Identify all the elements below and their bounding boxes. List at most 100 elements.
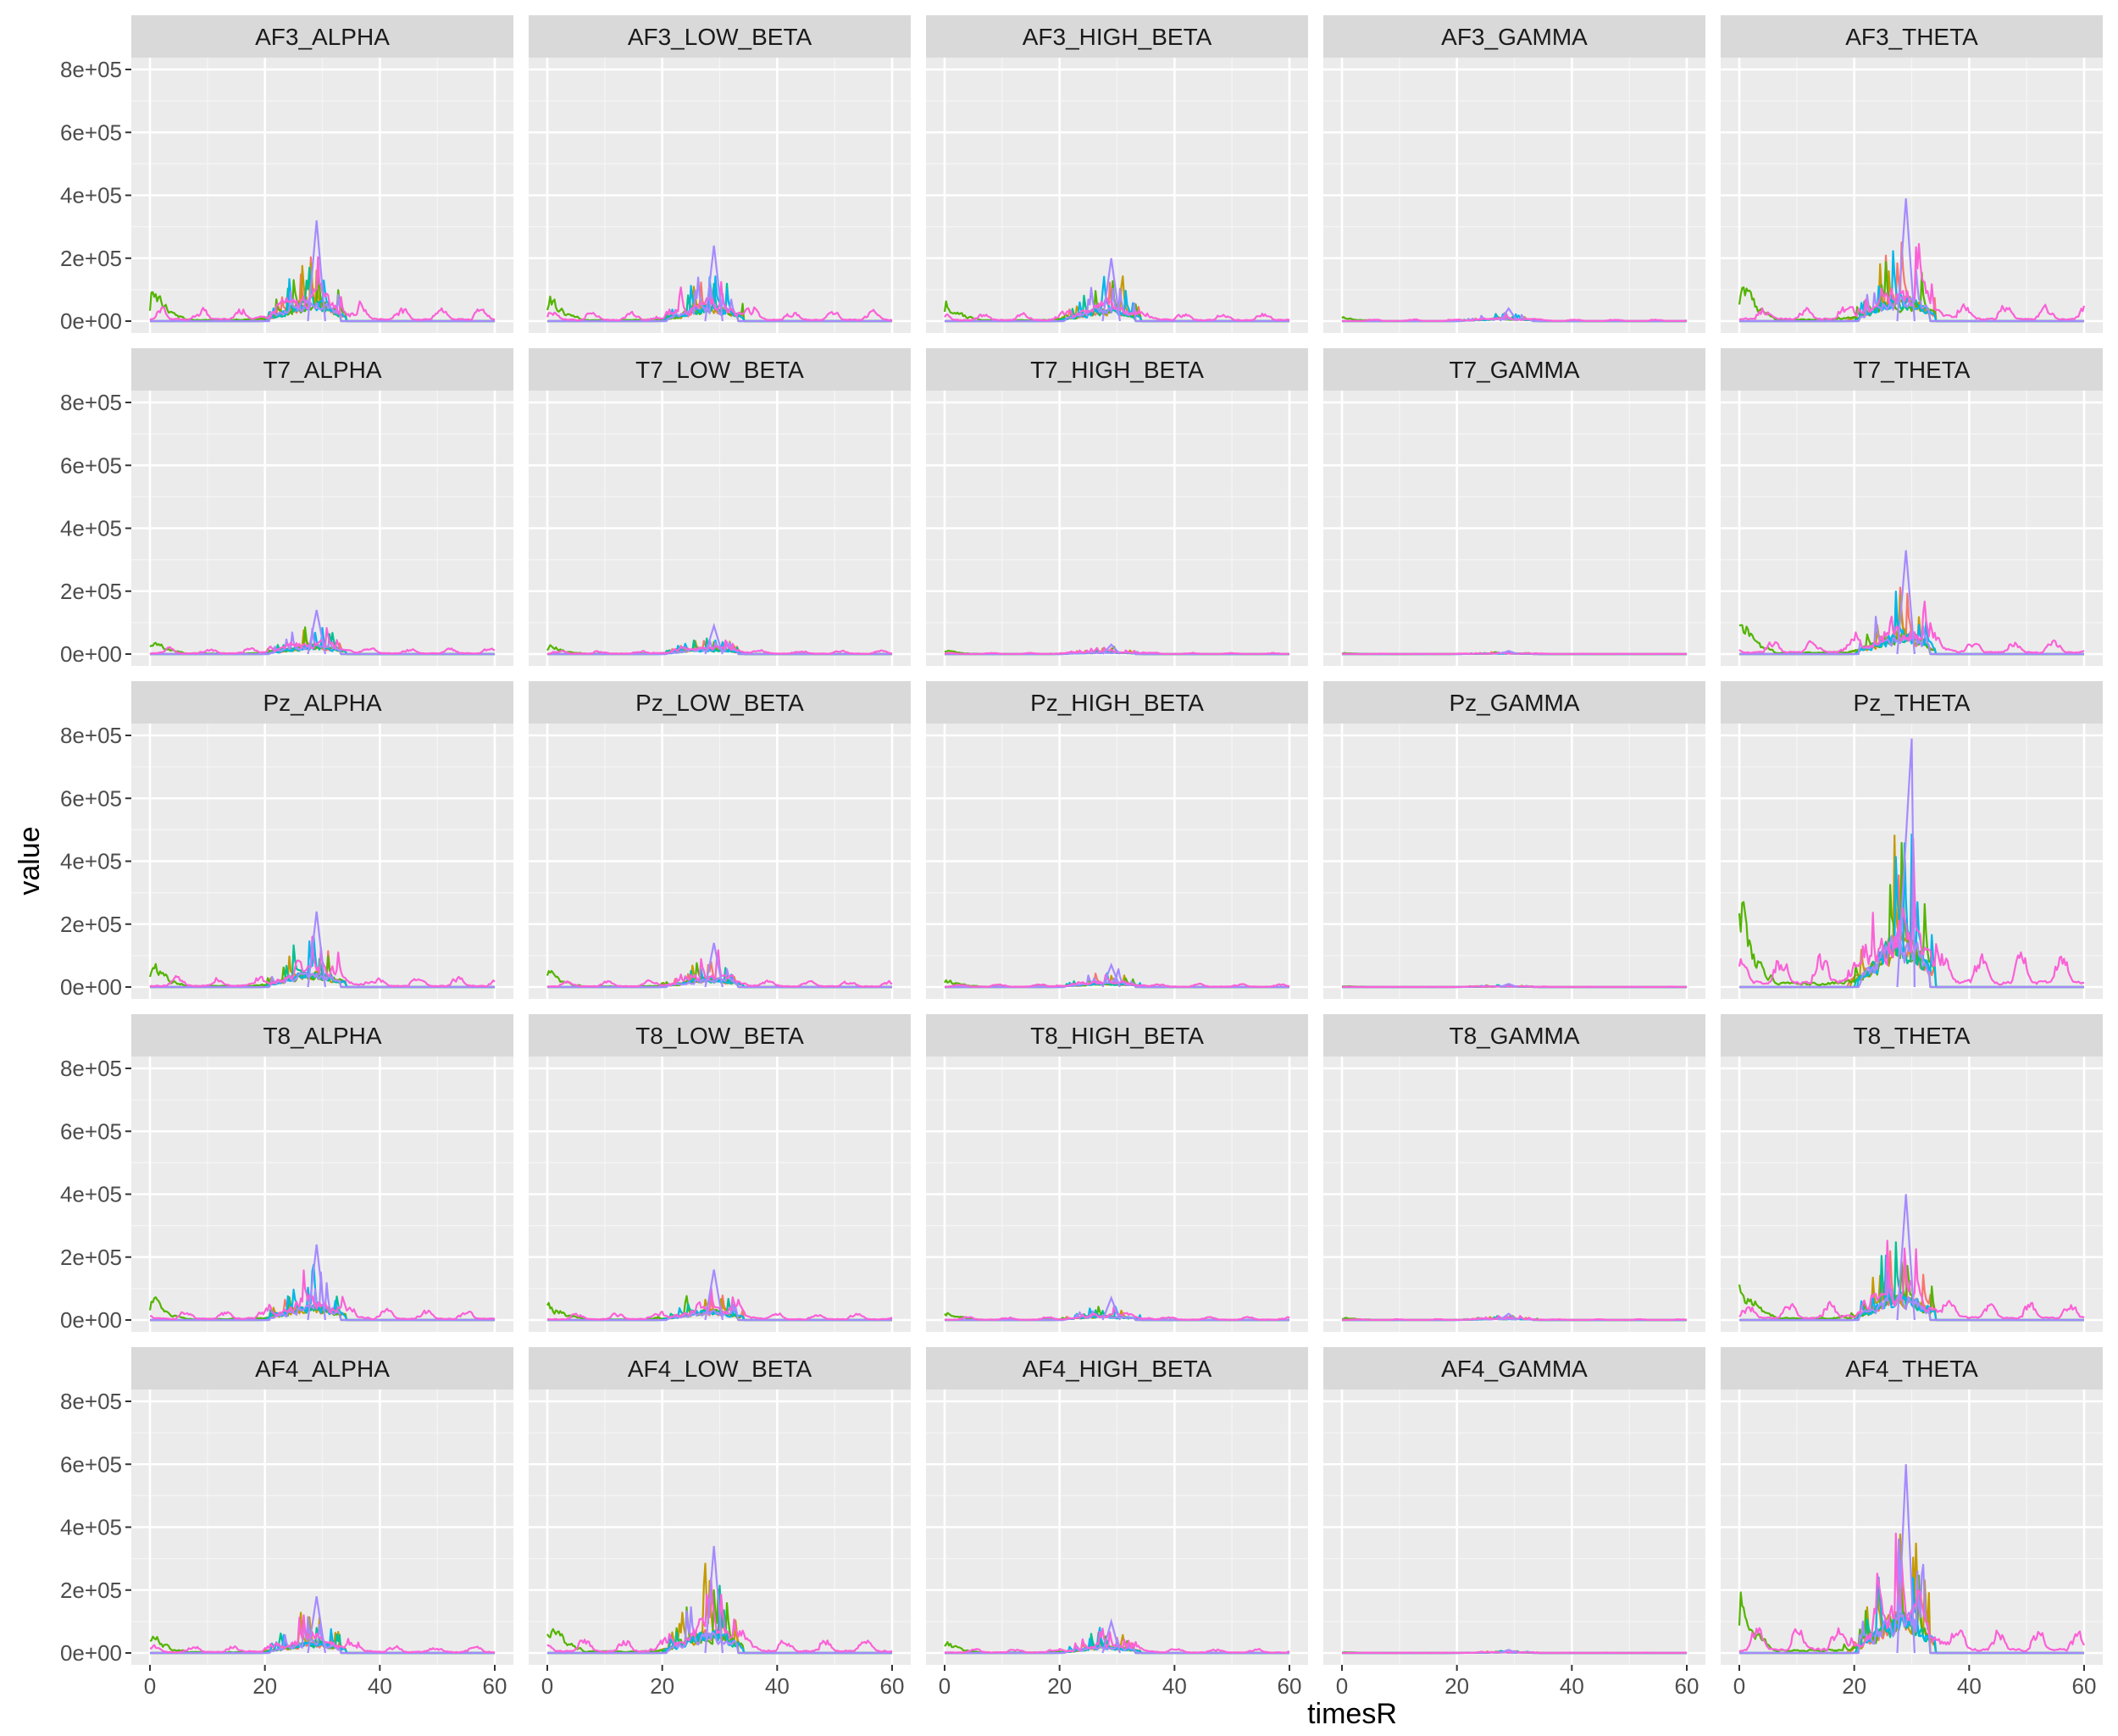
facet-af3-alpha: AF3_ALPHA 0e+00 2e+05 4e+05 6e+05 8e+05 xyxy=(60,15,513,334)
peak-series-line xyxy=(704,942,724,988)
y-tick-label: 0e+00 xyxy=(60,308,122,334)
facet-t8-theta: T8_THETA xyxy=(1721,1014,2103,1332)
facet-strip xyxy=(1721,1014,2103,1057)
facet-strip-label: AF4_HIGH_BETA xyxy=(1023,1356,1212,1382)
facet-strip-label: AF3_ALPHA xyxy=(255,24,390,50)
facet-af4-gamma: AF4_GAMMA 0 20 40 60 xyxy=(1323,1347,1705,1699)
peak-series-line xyxy=(1101,258,1121,322)
peak-series-line xyxy=(1101,1295,1121,1321)
facet-strip-label: T8_LOW_BETA xyxy=(635,1023,804,1049)
series-line-7 xyxy=(1342,312,1688,322)
peak-series-line xyxy=(1499,307,1518,322)
series-line-7 xyxy=(945,646,1289,656)
series-line-7 xyxy=(149,1269,496,1321)
facet-strip xyxy=(529,1347,911,1389)
peak-series-line xyxy=(1896,550,1916,655)
facet-strip-label: T8_HIGH_BETA xyxy=(1030,1023,1204,1049)
facet-strip xyxy=(131,15,513,58)
facet-strip xyxy=(1721,348,2103,391)
facet-strip-label: AF3_HIGH_BETA xyxy=(1023,24,1212,50)
series-line-6 xyxy=(945,286,1289,323)
facet-strip-label: AF4_GAMMA xyxy=(1441,1356,1588,1382)
facet-strip xyxy=(131,348,513,391)
facet-strip xyxy=(926,1014,1308,1057)
series-line-7 xyxy=(546,1577,893,1653)
facet-strip xyxy=(529,681,911,724)
facet-strip-label: Pz_GAMMA xyxy=(1449,690,1579,716)
x-tick-label: 0 xyxy=(144,1673,156,1699)
x-tick-label: 40 xyxy=(1560,1673,1584,1699)
peak-series-line xyxy=(307,609,326,655)
series-line-7 xyxy=(1738,600,2085,654)
facet-strip xyxy=(1323,15,1705,58)
facet-strip-label: T8_THETA xyxy=(1854,1023,1971,1049)
facet-strip xyxy=(131,1347,513,1389)
facet-t8-high-beta: T8_HIGH_BETA xyxy=(926,1014,1308,1332)
series-line-7 xyxy=(150,1614,496,1654)
facet-pz-alpha: Pz_ALPHA 0e+00 2e+05 4e+05 6e+05 8e+05 xyxy=(60,681,513,1000)
y-tick-label: 2e+05 xyxy=(60,912,122,937)
x-axis-title: timesR xyxy=(1307,1698,1397,1730)
facet-strip xyxy=(1721,15,2103,58)
peak-series-line xyxy=(1101,962,1121,988)
facet-strip-label: AF3_THETA xyxy=(1845,24,1978,50)
series-line-6 xyxy=(150,291,495,323)
y-tick-label: 0e+00 xyxy=(60,641,122,667)
series-line-6 xyxy=(1739,1538,2084,1655)
facet-pz-high-beta: Pz_HIGH_BETA xyxy=(926,681,1308,999)
x-tick-label: 20 xyxy=(1047,1673,1072,1699)
peak-series-line xyxy=(1499,1312,1518,1321)
series-line-7 xyxy=(1738,836,2085,986)
x-tick-label: 40 xyxy=(765,1673,790,1699)
facet-strip-label: T7_THETA xyxy=(1854,357,1971,383)
facet-t7-high-beta: T7_HIGH_BETA xyxy=(926,348,1308,666)
y-tick-label: 8e+05 xyxy=(60,390,122,415)
peak-series-line xyxy=(1500,983,1518,989)
facet-strip xyxy=(529,348,911,391)
y-tick-label: 8e+05 xyxy=(60,1056,122,1081)
facet-t7-low-beta: T7_LOW_BETA xyxy=(529,348,911,666)
y-tick-label: 4e+05 xyxy=(60,1515,122,1540)
y-tick-label: 6e+05 xyxy=(60,119,122,145)
facet-af3-low-beta: AF3_LOW_BETA xyxy=(529,15,911,333)
facet-strip xyxy=(1323,1347,1705,1389)
facet-af4-theta: AF4_THETA 0 20 40 60 xyxy=(1721,1347,2103,1699)
facet-strip-label: AF4_ALPHA xyxy=(255,1356,390,1382)
series-line-6 xyxy=(1739,269,2084,323)
peak-series-line xyxy=(307,220,326,322)
x-tick-label: 40 xyxy=(1957,1673,1982,1699)
facet-af4-high-beta: AF4_HIGH_BETA 0 20 40 60 xyxy=(926,1347,1308,1699)
peak-series-line xyxy=(307,1244,326,1321)
y-tick-label: 2e+05 xyxy=(60,246,122,271)
peak-series-line xyxy=(704,1545,724,1654)
facet-t8-low-beta: T8_LOW_BETA xyxy=(529,1014,911,1332)
facet-t7-gamma: T7_GAMMA xyxy=(1323,348,1705,666)
facet-strip-label: Pz_THETA xyxy=(1854,690,1971,716)
facet-strip xyxy=(926,348,1308,391)
x-tick-label: 0 xyxy=(1733,1673,1745,1699)
facet-strip-label: Pz_LOW_BETA xyxy=(635,690,804,716)
y-tick-label: 4e+05 xyxy=(60,1182,122,1207)
y-axis-title: value xyxy=(14,826,46,895)
x-tick-label: 60 xyxy=(880,1673,905,1699)
peak-series-line xyxy=(1896,1464,1916,1654)
y-tick-label: 8e+05 xyxy=(60,1389,122,1414)
facet-strip-label: Pz_ALPHA xyxy=(263,690,381,716)
y-tick-label: 0e+00 xyxy=(60,1307,122,1333)
facet-af3-gamma: AF3_GAMMA xyxy=(1323,15,1705,333)
facet-pz-theta: Pz_THETA xyxy=(1721,681,2103,999)
y-tick-label: 4e+05 xyxy=(60,183,122,208)
x-tick-label: 20 xyxy=(1842,1673,1866,1699)
facet-t8-alpha: T8_ALPHA 0e+00 2e+05 4e+05 6e+05 8e+05 xyxy=(60,1014,513,1333)
facet-strip-label: AF3_LOW_BETA xyxy=(628,24,812,50)
facet-strip-label: AF4_THETA xyxy=(1845,1356,1978,1382)
y-tick-label: 4e+05 xyxy=(60,849,122,874)
y-tick-label: 6e+05 xyxy=(60,452,122,478)
y-tick-label: 2e+05 xyxy=(60,1245,122,1270)
y-tick-label: 2e+05 xyxy=(60,1578,122,1603)
facet-strip xyxy=(1323,1014,1705,1057)
facet-strip-label: AF4_LOW_BETA xyxy=(628,1356,812,1382)
peak-series-line xyxy=(1500,650,1518,656)
x-tick-label: 0 xyxy=(541,1673,553,1699)
